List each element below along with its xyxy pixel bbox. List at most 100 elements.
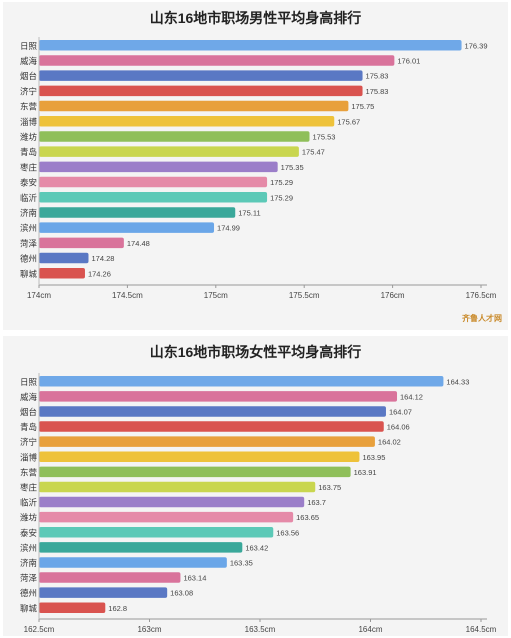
category-label: 日照 xyxy=(20,378,38,388)
category-label: 日照 xyxy=(20,42,38,52)
value-label: 174.99 xyxy=(217,224,240,233)
value-label: 176.01 xyxy=(397,56,420,65)
category-label: 潍坊 xyxy=(20,132,38,143)
value-label: 175.11 xyxy=(238,208,260,217)
bar xyxy=(39,481,316,493)
value-label: 174.26 xyxy=(88,269,111,278)
x-tick-label: 174.5cm xyxy=(112,291,143,300)
value-label: 164.07 xyxy=(389,407,412,416)
x-tick-label: 176.5cm xyxy=(466,291,497,300)
category-label: 烟台 xyxy=(20,71,37,82)
bar xyxy=(39,55,395,66)
value-label: 163.75 xyxy=(318,483,341,492)
bar xyxy=(39,406,386,417)
category-label: 菏泽 xyxy=(20,573,38,584)
value-label: 163.35 xyxy=(230,558,253,567)
bar xyxy=(39,602,106,613)
bar xyxy=(39,85,363,97)
bar xyxy=(39,572,181,583)
bar xyxy=(39,587,168,598)
category-label: 淄博 xyxy=(20,117,38,128)
x-tick-label: 164cm xyxy=(358,625,382,634)
value-label: 163.42 xyxy=(245,543,268,552)
category-label: 聊城 xyxy=(20,603,38,614)
category-label: 菏泽 xyxy=(20,238,38,249)
category-label: 济南 xyxy=(20,208,37,219)
value-label: 163.14 xyxy=(183,574,206,583)
category-label: 淄博 xyxy=(20,452,38,463)
bar xyxy=(39,70,363,81)
bar xyxy=(39,252,89,264)
value-label: 164.02 xyxy=(378,438,401,447)
category-label: 威海 xyxy=(20,56,38,67)
category-label: 济宁 xyxy=(20,437,37,448)
bar xyxy=(39,466,351,478)
bar xyxy=(39,40,462,51)
bar xyxy=(39,376,444,387)
category-label: 滨州 xyxy=(20,223,37,234)
category-label: 烟台 xyxy=(20,407,37,418)
female-chart-title: 山东16地市职场女性平均身高排行 xyxy=(149,344,362,360)
male-chart-title: 山东16地市职场男性平均身高排行 xyxy=(149,10,362,26)
value-label: 162.8 xyxy=(108,604,127,613)
bar xyxy=(39,192,268,203)
value-label: 175.75 xyxy=(351,102,374,111)
category-label: 泰安 xyxy=(20,528,37,539)
category-label: 威海 xyxy=(20,392,38,403)
value-label: 175.67 xyxy=(337,117,360,126)
category-label: 青岛 xyxy=(20,422,37,433)
category-label: 东营 xyxy=(20,102,37,113)
bar xyxy=(39,100,349,112)
category-label: 德州 xyxy=(20,588,37,599)
value-label: 175.83 xyxy=(366,72,389,81)
category-label: 泰安 xyxy=(20,178,37,189)
value-label: 175.29 xyxy=(270,178,293,187)
bar xyxy=(39,176,268,188)
value-label: 164.12 xyxy=(400,392,423,401)
value-label: 175.47 xyxy=(302,148,325,157)
bar xyxy=(39,496,305,508)
category-label: 济南 xyxy=(20,558,37,569)
x-tick-label: 174cm xyxy=(27,291,51,300)
bar xyxy=(39,207,236,218)
x-tick-label: 175.5cm xyxy=(289,291,320,300)
x-tick-label: 164.5cm xyxy=(466,625,497,634)
category-label: 青岛 xyxy=(20,147,37,158)
male-height-chart-panel: 山东16地市职场男性平均身高排行 日照 176.39 威海 176.01 烟台 175.8… xyxy=(3,2,508,330)
bar xyxy=(39,421,384,432)
value-label: 163.7 xyxy=(307,498,326,507)
category-label: 枣庄 xyxy=(20,482,38,493)
value-label: 175.83 xyxy=(366,87,389,96)
bar xyxy=(39,557,227,568)
bar xyxy=(39,268,85,279)
bar xyxy=(39,527,274,538)
category-label: 德州 xyxy=(20,254,37,265)
value-label: 164.06 xyxy=(387,423,410,432)
bar xyxy=(39,511,294,523)
value-label: 163.08 xyxy=(170,589,193,598)
bar xyxy=(39,237,124,249)
category-label: 临沂 xyxy=(20,498,38,509)
bar xyxy=(39,451,360,462)
value-label: 175.53 xyxy=(313,132,336,141)
male-chart-svg: 日照 176.39 威海 176.01 烟台 175.83 济宁 175.83 东营 175.75… xyxy=(20,37,497,300)
value-label: 176.39 xyxy=(465,41,488,50)
value-label: 175.35 xyxy=(281,163,304,172)
x-tick-label: 175cm xyxy=(204,291,228,300)
bar xyxy=(39,161,278,173)
category-label: 枣庄 xyxy=(20,162,38,173)
bar xyxy=(39,116,335,127)
value-label: 163.95 xyxy=(362,453,385,462)
bar xyxy=(39,391,398,402)
value-label: 175.29 xyxy=(270,193,293,202)
category-label: 聊城 xyxy=(20,269,38,280)
bar xyxy=(39,222,215,233)
value-label: 174.48 xyxy=(127,239,150,248)
category-label: 济宁 xyxy=(20,86,37,97)
x-tick-label: 176cm xyxy=(381,291,405,300)
category-label: 临沂 xyxy=(20,193,38,204)
x-tick-label: 163.5cm xyxy=(245,625,276,634)
value-label: 163.56 xyxy=(276,528,299,537)
bar xyxy=(39,542,243,553)
value-label: 174.28 xyxy=(92,254,115,263)
